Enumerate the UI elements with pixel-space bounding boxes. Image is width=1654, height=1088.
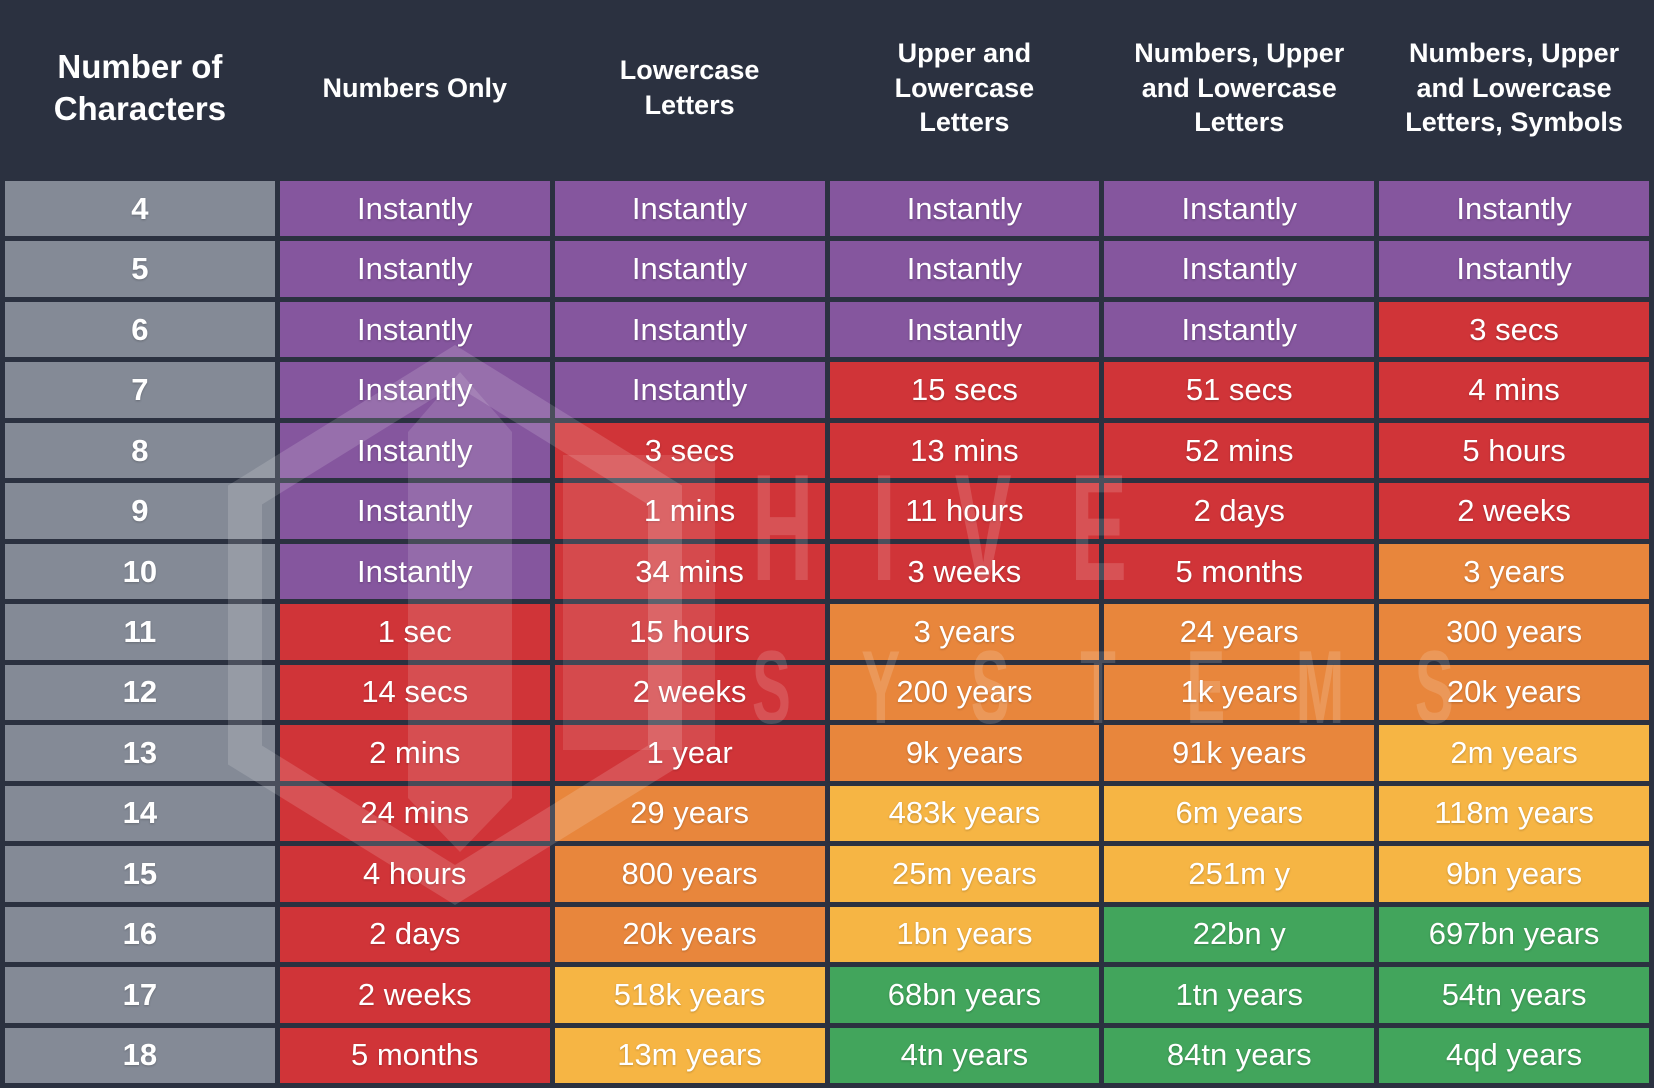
time-cell-16-col2: 2 days	[279, 906, 550, 963]
time-cell-7-col4: 15 secs	[829, 362, 1100, 418]
time-cell-8-col2: Instantly	[279, 422, 550, 479]
char-count-cell-5: 5	[5, 241, 275, 297]
time-cell-9-col2: Instantly	[279, 483, 550, 539]
time-cell-15-col4: 25m years	[829, 846, 1100, 902]
time-cell-6-col6: 3 secs	[1379, 301, 1649, 358]
time-cell-12-col5: 1k years	[1104, 664, 1375, 721]
time-cell-11-col2: 1 sec	[279, 604, 550, 660]
time-cell-13-col5: 91k years	[1104, 725, 1375, 781]
time-cell-6-col4: Instantly	[829, 301, 1100, 358]
time-cell-6-col2: Instantly	[279, 301, 550, 358]
time-cell-5-col2: Instantly	[279, 241, 550, 297]
char-count-cell-7: 7	[5, 362, 275, 418]
time-cell-11-col6: 300 years	[1379, 604, 1649, 660]
char-count-cell-14: 14	[5, 785, 275, 842]
time-cell-4-col3: Instantly	[554, 181, 825, 237]
time-cell-4-col6: Instantly	[1379, 181, 1649, 237]
char-count-cell-10: 10	[5, 543, 275, 600]
time-cell-13-col6: 2m years	[1379, 725, 1649, 781]
time-cell-12-col6: 20k years	[1379, 664, 1649, 721]
time-cell-13-col2: 2 mins	[279, 725, 550, 781]
time-cell-7-col6: 4 mins	[1379, 362, 1649, 418]
char-count-cell-9: 9	[5, 483, 275, 539]
char-count-cell-6: 6	[5, 301, 275, 358]
time-cell-7-col2: Instantly	[279, 362, 550, 418]
column-header-numbers-upper-lowercase-symbols: Numbers, Upper and Lowercase Letters, Sy…	[1405, 38, 1623, 138]
time-cell-17-col4: 68bn years	[829, 967, 1100, 1023]
time-cell-14-col3: 29 years	[554, 785, 825, 842]
time-cell-10-col4: 3 weeks	[829, 543, 1100, 600]
time-cell-13-col4: 9k years	[829, 725, 1100, 781]
column-header-numbers-upper-lowercase: Numbers, Upper and Lowercase Letters	[1134, 38, 1345, 138]
time-cell-15-col5: 251m y	[1104, 846, 1375, 902]
time-cell-14-col4: 483k years	[829, 785, 1100, 842]
time-cell-4-col5: Instantly	[1104, 181, 1375, 237]
time-cell-16-col3: 20k years	[554, 906, 825, 963]
time-cell-5-col3: Instantly	[554, 241, 825, 297]
time-cell-7-col5: 51 secs	[1104, 362, 1375, 418]
time-cell-12-col2: 14 secs	[279, 664, 550, 721]
time-cell-5-col6: Instantly	[1379, 241, 1649, 297]
time-cell-18-col2: 5 months	[279, 1027, 550, 1083]
char-count-cell-11: 11	[5, 604, 275, 660]
char-count-cell-18: 18	[5, 1027, 275, 1083]
column-header-upper-lowercase-letters: Upper and Lowercase Letters	[894, 38, 1035, 138]
char-count-cell-15: 15	[5, 846, 275, 902]
time-cell-6-col3: Instantly	[554, 301, 825, 358]
time-cell-9-col6: 2 weeks	[1379, 483, 1649, 539]
time-cell-4-col2: Instantly	[279, 181, 550, 237]
time-cell-16-col4: 1bn years	[829, 906, 1100, 963]
time-cell-7-col3: Instantly	[554, 362, 825, 418]
time-cell-11-col5: 24 years	[1104, 604, 1375, 660]
time-cell-8-col6: 5 hours	[1379, 422, 1649, 479]
time-cell-17-col5: 1tn years	[1104, 967, 1375, 1023]
char-count-cell-8: 8	[5, 422, 275, 479]
time-cell-13-col3: 1 year	[554, 725, 825, 781]
time-cell-18-col3: 13m years	[554, 1027, 825, 1083]
time-cell-9-col3: 1 mins	[554, 483, 825, 539]
time-cell-18-col4: 4tn years	[829, 1027, 1100, 1083]
time-cell-10-col2: Instantly	[279, 543, 550, 600]
time-cell-8-col3: 3 secs	[554, 422, 825, 479]
column-header-numbers-only: Numbers Only	[322, 72, 508, 103]
char-count-cell-13: 13	[5, 725, 275, 781]
time-cell-4-col4: Instantly	[829, 181, 1100, 237]
time-cell-14-col6: 118m years	[1379, 785, 1649, 842]
time-cell-15-col6: 9bn years	[1379, 846, 1649, 902]
column-header-lowercase-letters: Lowercase Letters	[619, 55, 760, 120]
time-cell-15-col3: 800 years	[554, 846, 825, 902]
time-cell-11-col3: 15 hours	[554, 604, 825, 660]
time-cell-17-col6: 54tn years	[1379, 967, 1649, 1023]
time-cell-9-col5: 2 days	[1104, 483, 1375, 539]
time-cell-17-col2: 2 weeks	[279, 967, 550, 1023]
time-cell-14-col5: 6m years	[1104, 785, 1375, 842]
time-cell-12-col3: 2 weeks	[554, 664, 825, 721]
time-cell-6-col5: Instantly	[1104, 301, 1375, 358]
time-cell-5-col5: Instantly	[1104, 241, 1375, 297]
char-count-cell-16: 16	[5, 906, 275, 963]
time-cell-8-col4: 13 mins	[829, 422, 1100, 479]
time-cell-5-col4: Instantly	[829, 241, 1100, 297]
char-count-cell-4: 4	[5, 181, 275, 237]
char-count-cell-17: 17	[5, 967, 275, 1023]
time-cell-15-col2: 4 hours	[279, 846, 550, 902]
time-cell-16-col6: 697bn years	[1379, 906, 1649, 963]
time-cell-10-col6: 3 years	[1379, 543, 1649, 600]
time-cell-10-col3: 34 mins	[554, 543, 825, 600]
time-cell-14-col2: 24 mins	[279, 785, 550, 842]
time-cell-8-col5: 52 mins	[1104, 422, 1375, 479]
time-cell-10-col5: 5 months	[1104, 543, 1375, 600]
char-count-cell-12: 12	[5, 664, 275, 721]
column-header-number-of-characters: Number of Characters	[53, 47, 227, 127]
time-cell-11-col4: 3 years	[829, 604, 1100, 660]
time-cell-16-col5: 22bn y	[1104, 906, 1375, 963]
time-cell-18-col6: 4qd years	[1379, 1027, 1649, 1083]
time-cell-9-col4: 11 hours	[829, 483, 1100, 539]
time-cell-12-col4: 200 years	[829, 664, 1100, 721]
time-cell-17-col3: 518k years	[554, 967, 825, 1023]
time-cell-18-col5: 84tn years	[1104, 1027, 1375, 1083]
